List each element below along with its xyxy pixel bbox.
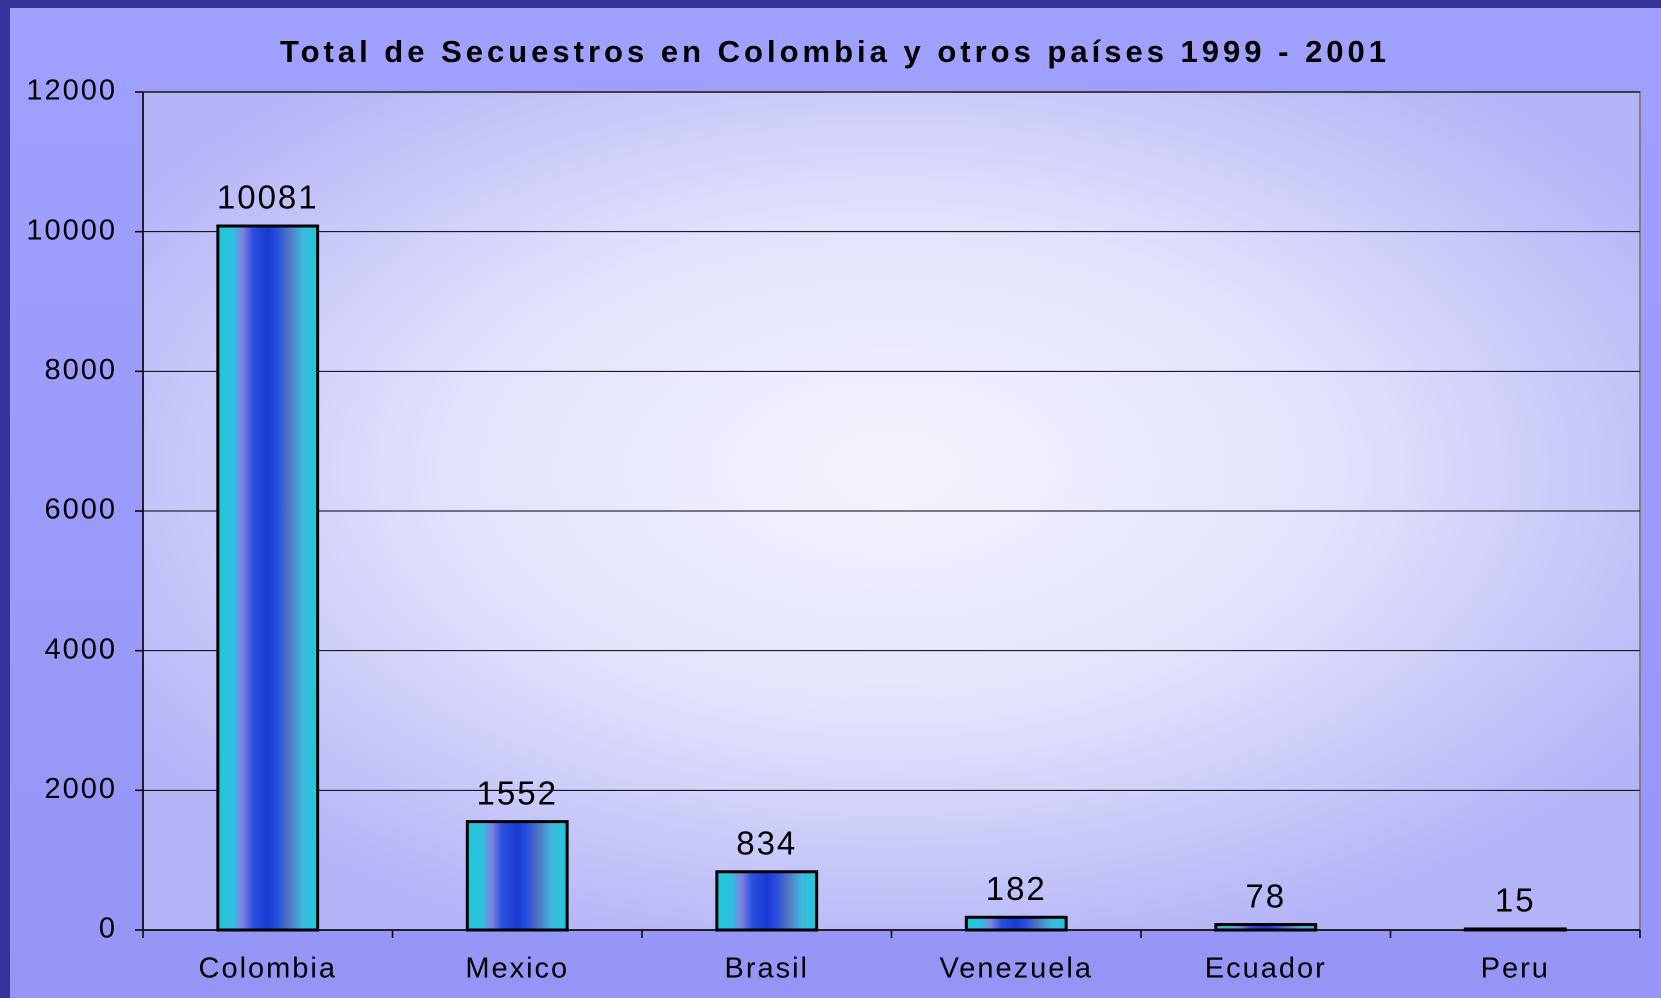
y-tick-label: 2000 [44,773,117,805]
x-tick-label: Peru [1481,953,1550,985]
y-tick-label: 8000 [44,354,117,386]
x-tick-label: Brasil [724,953,809,985]
bar [1214,923,1318,932]
y-tick-label: 4000 [44,633,117,665]
data-label: 10081 [217,179,319,216]
data-label: 15 [1495,882,1536,919]
data-label: 182 [986,870,1047,907]
x-tick-label: Venezuela [940,953,1093,985]
data-label: 1552 [477,774,558,811]
bar [964,915,1068,932]
data-label: 78 [1245,877,1286,914]
y-tick-label: 6000 [44,494,117,526]
bar [715,870,819,932]
y-tick-label: 10000 [26,214,117,246]
y-tick-label: 12000 [26,75,117,107]
bar [465,820,569,932]
bar [216,224,320,932]
y-tick-label: 0 [99,913,117,945]
bar [1463,927,1567,932]
data-label: 834 [736,824,797,861]
chart-title: Total de Secuestros en Colombia y otros … [280,34,1390,69]
x-tick-label: Mexico [465,953,569,985]
x-tick-label: Ecuador [1205,953,1327,985]
x-tick-label: Colombia [199,953,338,985]
